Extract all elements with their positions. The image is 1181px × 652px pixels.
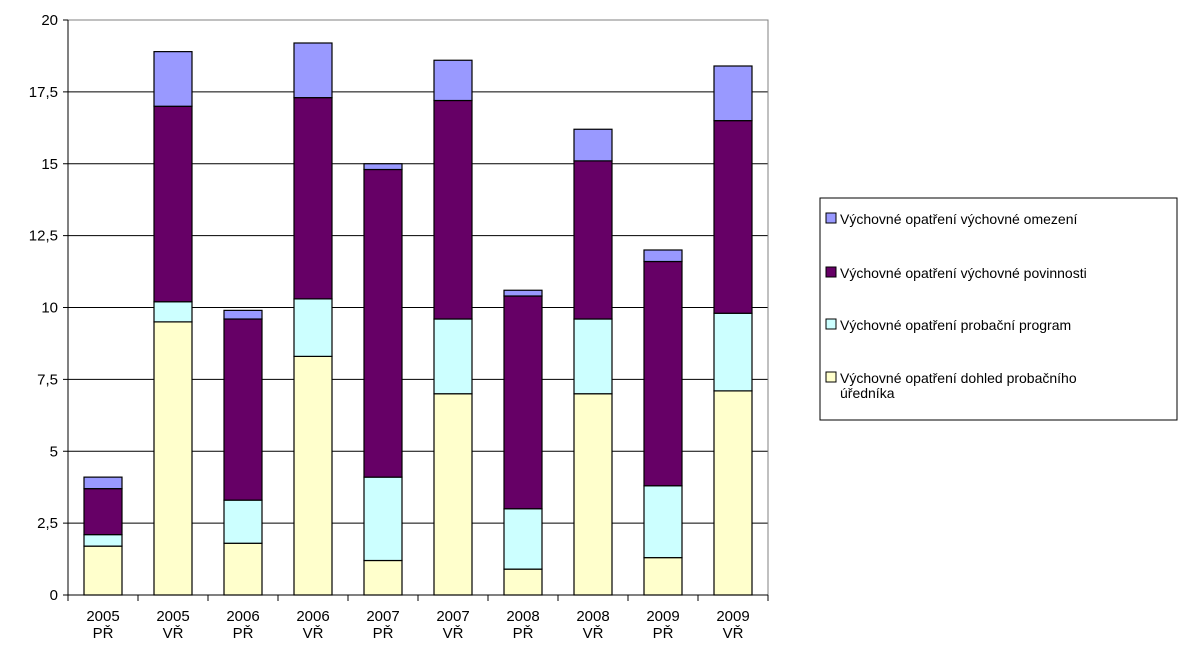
legend-label: Výchovné opatření dohled probačního (840, 370, 1077, 386)
bar-segment-series-0 (433, 393, 473, 596)
bar-segment-series-0 (713, 390, 753, 596)
bar-segment-series-3 (433, 59, 473, 102)
bar-segment-series-0 (83, 545, 123, 596)
legend-label: Výchovné opatření probační program (840, 317, 1071, 333)
bar-segment-series-2 (293, 97, 333, 300)
legend-label: Výchovné opatření výchovné omezení (840, 211, 1077, 227)
x-tick-label: 2009 (646, 608, 679, 625)
bar-segment-series-3 (223, 309, 263, 320)
bar-segment-series-2 (223, 318, 263, 501)
bar-segment-series-3 (293, 42, 333, 99)
x-tick-label: 2007 (436, 608, 469, 625)
legend-box (819, 197, 1178, 421)
x-axis-ticks: 2005PŘ2005VŘ2006PŘ2006VŘ2007PŘ2007VŘ2008… (67, 595, 769, 642)
y-tick-label: 5 (50, 443, 58, 460)
bar-segment-series-2 (83, 488, 123, 536)
legend-swatch (825, 266, 837, 278)
y-tick-label: 12,5 (29, 228, 58, 245)
y-tick-label: 20 (41, 12, 58, 29)
bar-segment-series-0 (293, 355, 333, 596)
bar-segment-series-2 (713, 120, 753, 314)
bar-segment-series-3 (573, 128, 613, 162)
bar-segment-series-3 (503, 289, 543, 297)
x-tick-label: VŘ (443, 625, 464, 642)
x-tick-label: 2006 (296, 608, 329, 625)
bar-segment-series-0 (573, 393, 613, 596)
y-axis-ticks: 0 2,5 5 7,5 10 12,5 15 17,5 20 (29, 12, 68, 604)
bar-segment-series-1 (363, 476, 403, 562)
x-tick-label: PŘ (373, 625, 394, 642)
bars (83, 42, 753, 596)
x-tick-label: VŘ (723, 625, 744, 642)
x-tick-label: VŘ (163, 625, 184, 642)
y-tick-label: 15 (41, 156, 58, 173)
bar-segment-series-3 (153, 51, 193, 107)
bar-segment-series-1 (223, 499, 263, 544)
bar-segment-series-2 (643, 260, 683, 487)
x-tick-label: 2006 (226, 608, 259, 625)
bar-segment-series-2 (503, 295, 543, 510)
x-tick-label: VŘ (303, 625, 324, 642)
bar-segment-series-1 (433, 318, 473, 395)
bar-segment-series-3 (643, 249, 683, 263)
x-tick-label: 2009 (716, 608, 749, 625)
x-tick-label: PŘ (93, 625, 114, 642)
x-tick-label: VŘ (583, 625, 604, 642)
x-tick-label: PŘ (653, 625, 674, 642)
x-tick-label: 2008 (506, 608, 539, 625)
y-tick-label: 7,5 (37, 371, 58, 388)
x-tick-label: PŘ (233, 625, 254, 642)
legend: Výchovné opatření výchovné omezení Výchov… (819, 197, 1178, 421)
bar-segment-series-1 (713, 312, 753, 392)
bar-segment-series-1 (153, 301, 193, 323)
bar-segment-series-1 (503, 508, 543, 570)
bar-segment-series-3 (713, 65, 753, 122)
bar-segment-series-0 (643, 557, 683, 596)
x-tick-label: 2005 (86, 608, 119, 625)
bar-segment-series-1 (573, 318, 613, 395)
bar-segment-series-2 (433, 99, 473, 320)
y-tick-label: 10 (41, 300, 58, 317)
bar-segment-series-1 (643, 485, 683, 559)
bar-segment-series-2 (363, 168, 403, 478)
bar-segment-series-2 (573, 160, 613, 320)
y-tick-label: 2,5 (37, 515, 58, 532)
legend-label: úředníka (840, 385, 895, 401)
x-tick-label: 2007 (366, 608, 399, 625)
x-tick-label: 2005 (156, 608, 189, 625)
bar-segment-series-0 (223, 542, 263, 596)
bar-segment-series-2 (153, 105, 193, 303)
legend-label: Výchovné opatření výchovné povinnosti (840, 265, 1087, 281)
x-tick-label: 2008 (576, 608, 609, 625)
bar-segment-series-3 (363, 163, 403, 171)
legend-swatch (825, 371, 837, 383)
bar-segment-series-0 (153, 321, 193, 596)
legend-swatch (825, 318, 837, 330)
bar-segment-series-0 (363, 559, 403, 596)
x-tick-label: PŘ (513, 625, 534, 642)
y-tick-label: 17,5 (29, 84, 58, 101)
bar-segment-series-1 (83, 534, 123, 547)
bar-segment-series-3 (83, 476, 123, 490)
legend-swatch (825, 212, 837, 224)
y-tick-label: 0 (50, 587, 58, 604)
bar-segment-series-1 (293, 298, 333, 357)
bar-segment-series-0 (503, 568, 543, 596)
